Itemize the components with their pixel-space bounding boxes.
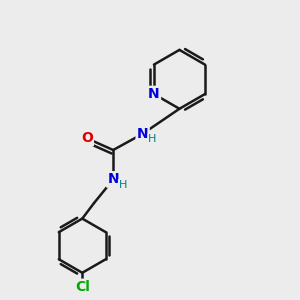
- Text: N: N: [107, 172, 119, 186]
- Text: O: O: [81, 131, 93, 145]
- Text: N: N: [137, 127, 148, 141]
- Text: N: N: [148, 87, 160, 101]
- Text: H: H: [148, 134, 156, 144]
- Text: Cl: Cl: [75, 280, 90, 294]
- Text: H: H: [118, 180, 127, 190]
